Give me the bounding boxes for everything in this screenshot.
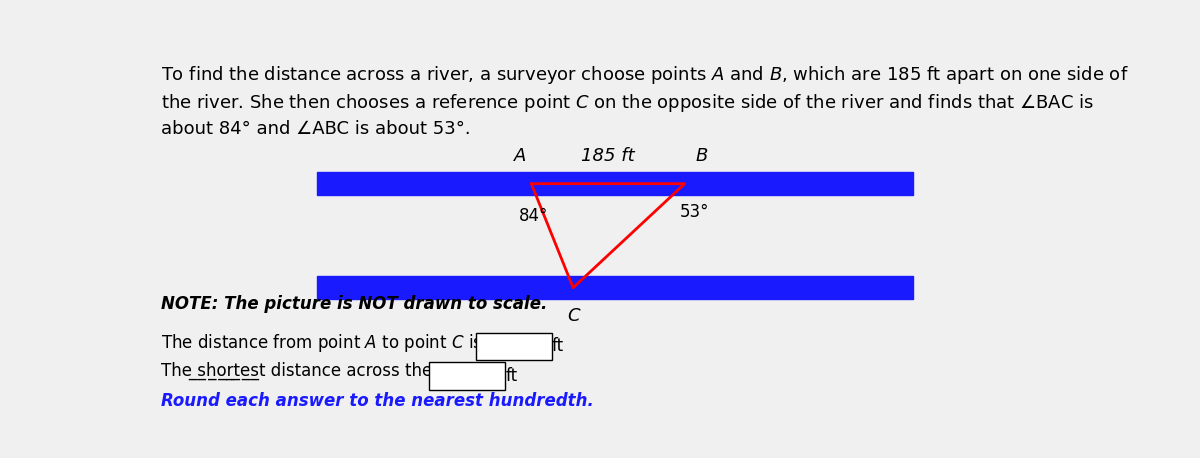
FancyBboxPatch shape [475, 333, 552, 360]
Text: about 84° and ∠ABC is about 53°.: about 84° and ∠ABC is about 53°. [161, 120, 470, 138]
Text: 84°: 84° [518, 207, 548, 224]
Text: ft: ft [552, 337, 564, 355]
Text: the river. She then chooses a reference point $C$ on the opposite side of the ri: the river. She then chooses a reference … [161, 92, 1094, 114]
Text: A: A [514, 147, 527, 165]
Text: The ̲s̲h̲o̲r̲t̲e̲s̲t distance across the river is: The ̲s̲h̲o̲r̲t̲e̲s̲t distance across the… [161, 362, 494, 380]
Text: The distance from point $A$ to point $C$ is about: The distance from point $A$ to point $C$… [161, 332, 536, 354]
Text: 185 ft: 185 ft [581, 147, 635, 165]
Bar [317, 277, 912, 299]
Text: ft: ft [505, 367, 517, 385]
Text: Round each answer to the nearest hundredth.: Round each answer to the nearest hundred… [161, 392, 594, 410]
Text: 53°: 53° [680, 203, 709, 221]
Text: B: B [695, 147, 708, 165]
Text: To find the distance across a river, a surveyor choose points $A$ and $B$, which: To find the distance across a river, a s… [161, 64, 1129, 86]
FancyBboxPatch shape [430, 362, 505, 390]
Bar [317, 172, 912, 195]
Text: NOTE: The picture is NOT drawn to scale.: NOTE: The picture is NOT drawn to scale. [161, 295, 547, 313]
Text: C: C [566, 307, 580, 325]
